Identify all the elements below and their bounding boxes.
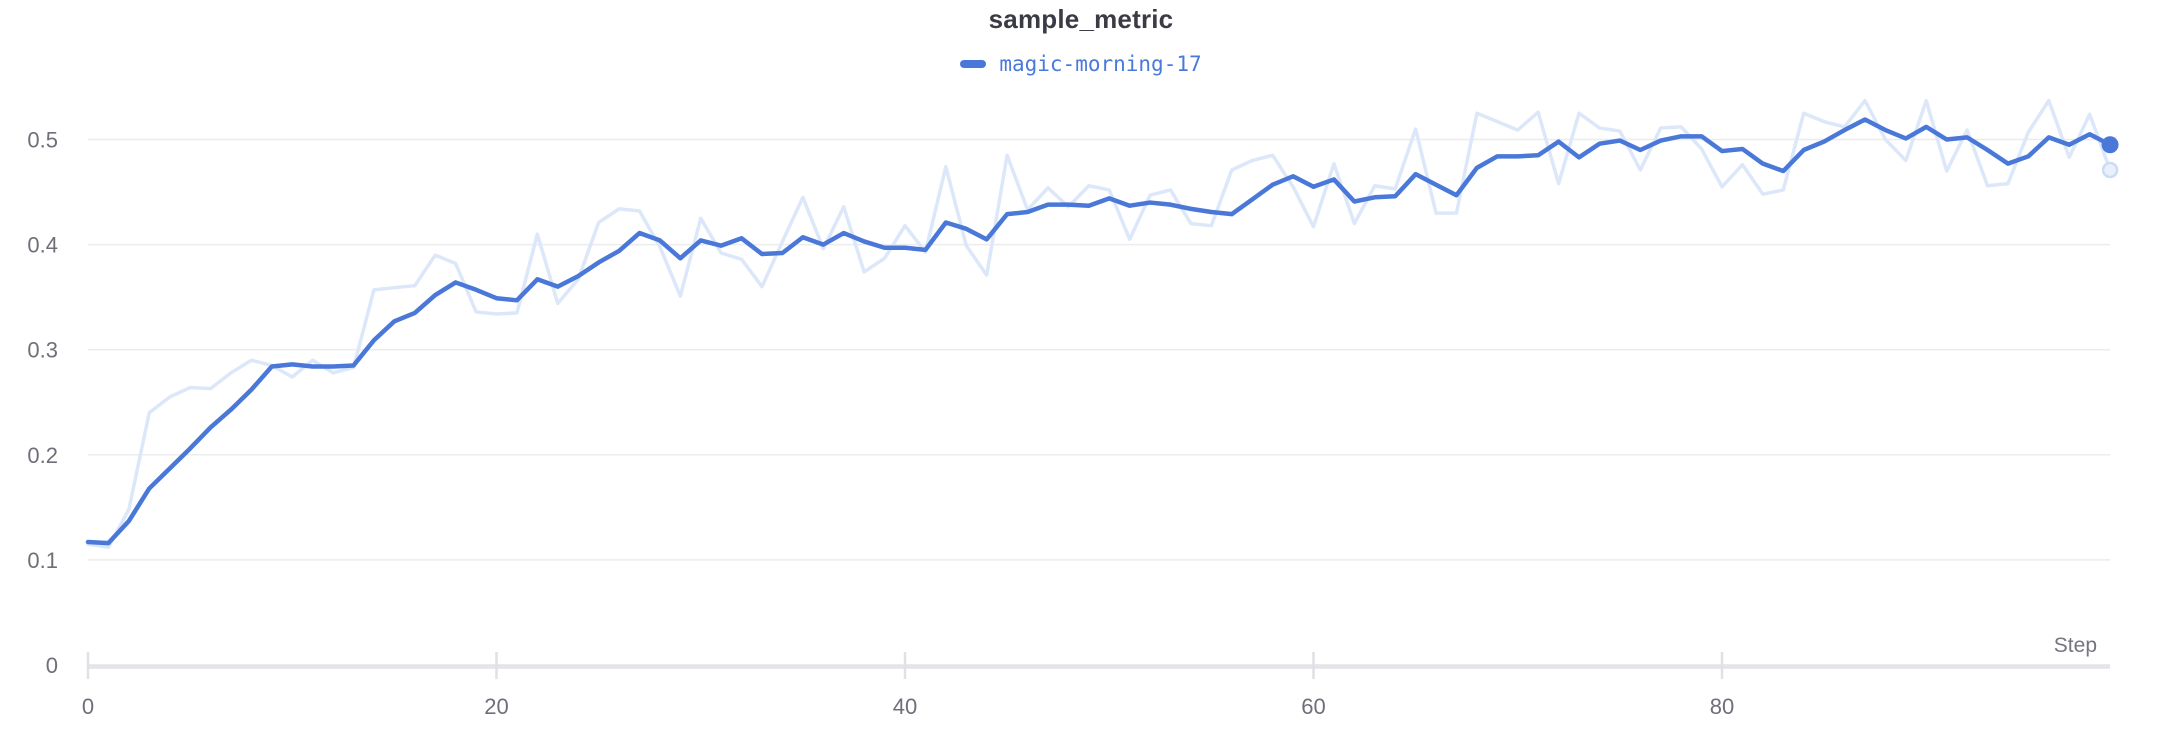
series-line-raw[interactable]: [86, 98, 2112, 550]
x-tick-label-80: 80: [1710, 694, 1734, 719]
legend-run-name[interactable]: magic-morning-17: [999, 52, 1202, 76]
y-tick-label-0.1: 0.1: [27, 548, 58, 573]
x-tick-label-40: 40: [893, 694, 917, 719]
x-axis-label: Step: [2054, 634, 2097, 657]
legend: magic-morning-17: [0, 52, 2162, 76]
x-tick-label-60: 60: [1301, 694, 1325, 719]
series-line-smoothed[interactable]: [85, 117, 2113, 546]
y-tick-label-0.5: 0.5: [27, 128, 58, 153]
x-tick-label-20: 20: [484, 694, 508, 719]
end-point-marker: [2101, 136, 2119, 154]
y-tick-label-0: 0: [46, 653, 58, 678]
y-tick-label-0.2: 0.2: [27, 443, 58, 468]
raw-end-point-marker: [2101, 161, 2119, 179]
x-tick-label-0: 0: [82, 694, 94, 719]
y-tick-label-0.3: 0.3: [27, 338, 58, 363]
chart-title: sample_metric: [988, 4, 1174, 34]
y-tick-label-0.4: 0.4: [27, 233, 58, 258]
legend-line-swatch-icon: [960, 60, 987, 68]
